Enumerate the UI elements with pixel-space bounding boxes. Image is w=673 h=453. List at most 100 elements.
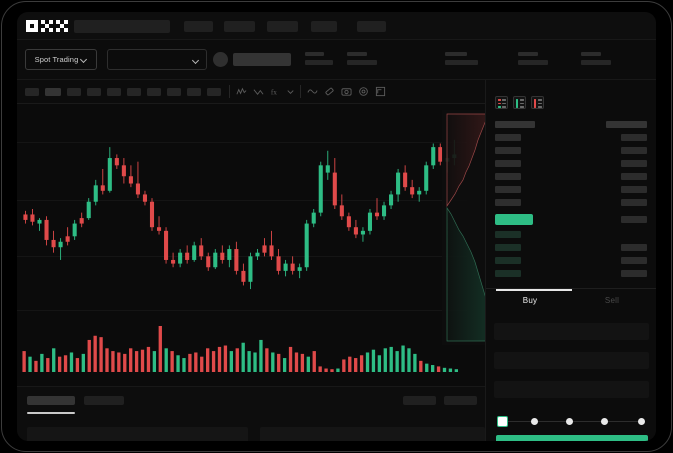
orderbook-bid-amount: [621, 270, 647, 277]
trading-pair-select[interactable]: [107, 49, 207, 70]
nav-item-2[interactable]: [224, 21, 255, 32]
candlestick-series: [23, 139, 457, 290]
timeframe-button-8[interactable]: [167, 88, 181, 96]
active-tab-underline: [496, 289, 572, 291]
orders-tab-2[interactable]: [84, 396, 124, 405]
timeframe-button-9[interactable]: [187, 88, 201, 96]
nav-item-1[interactable]: [184, 21, 213, 32]
ticker-stat-1: [305, 52, 333, 65]
fullscreen-icon[interactable]: [375, 86, 386, 97]
nav-item-5[interactable]: [357, 21, 386, 32]
coin-avatar: [213, 52, 228, 67]
last-price: [233, 53, 291, 66]
orderbook-bid-row[interactable]: [495, 257, 521, 264]
nav-item-4[interactable]: [311, 21, 337, 32]
chevron-down-icon: [193, 58, 199, 64]
timeframe-button-7[interactable]: [147, 88, 161, 96]
orderbook-ask-amount: [621, 199, 647, 206]
orderbook-header-amount: [606, 121, 647, 128]
orderbook-bid-row[interactable]: [495, 231, 521, 238]
orderbook-mode-asks[interactable]: [531, 96, 544, 109]
ticker-stat-label: [581, 52, 601, 56]
tab-buy[interactable]: Buy: [522, 296, 538, 305]
orderbook-spread-amount: [621, 216, 647, 223]
orderbook-bid-amount: [621, 257, 647, 264]
slider-handle[interactable]: [497, 416, 508, 427]
orderbook-ask-row[interactable]: [495, 134, 521, 141]
ticker-stat-value: [347, 60, 377, 65]
market-type-label: Spot Trading: [34, 55, 79, 64]
orderbook-mode-both[interactable]: [495, 96, 508, 109]
active-tab-underline: [27, 412, 75, 414]
ticker-stat-value: [518, 60, 548, 65]
timeframe-button-2[interactable]: [45, 88, 61, 96]
slider-step-5[interactable]: [638, 418, 645, 425]
eraser-icon[interactable]: [324, 86, 335, 97]
top-navigation-bar: [17, 12, 656, 40]
app-screen: Spot Trading: [17, 12, 656, 441]
orders-card-2[interactable]: [260, 427, 485, 441]
camera-icon[interactable]: [341, 86, 352, 97]
nav-search-box[interactable]: [74, 20, 170, 33]
orderbook-ask-row[interactable]: [495, 147, 521, 154]
slider-step-2[interactable]: [531, 418, 538, 425]
orders-card-1[interactable]: [27, 427, 248, 441]
svg-text:fx: fx: [271, 87, 277, 96]
orders-action-1[interactable]: [403, 396, 436, 405]
settings-icon[interactable]: [358, 86, 369, 97]
orderbook-ask-amount: [621, 134, 647, 141]
timeframe-button-10[interactable]: [207, 88, 221, 96]
timeframe-button-5[interactable]: [107, 88, 121, 96]
text-tool-icon[interactable]: fx: [269, 86, 280, 97]
volume-histogram: [22, 326, 458, 372]
amount-slider[interactable]: [496, 416, 648, 427]
slider-step-3[interactable]: [566, 418, 573, 425]
price-field[interactable]: [494, 323, 649, 340]
ticker-stat-value: [581, 60, 611, 65]
orderbook-bid-row[interactable]: [495, 244, 521, 251]
okx-logo[interactable]: [26, 20, 68, 32]
orderbook-ask-amount: [621, 147, 647, 154]
timeframe-button-3[interactable]: [67, 88, 81, 96]
wave-icon[interactable]: [307, 86, 318, 97]
orderbook-spread-row[interactable]: [495, 214, 533, 225]
buy-sell-tabs: Buy Sell: [486, 288, 656, 314]
orderbook-bid-row[interactable]: [495, 270, 521, 277]
nav-item-3[interactable]: [267, 21, 298, 32]
timeframe-button-4[interactable]: [87, 88, 101, 96]
price-chart-pane[interactable]: [17, 104, 467, 386]
amount-field[interactable]: [494, 352, 649, 369]
line-chart-icon[interactable]: [236, 86, 247, 97]
ticker-stat-label: [445, 52, 467, 56]
ticker-stat-2: [347, 52, 377, 65]
ticker-stat-label: [305, 52, 324, 56]
orderbook-ask-amount: [621, 186, 647, 193]
orders-action-2[interactable]: [444, 396, 477, 405]
orderbook-ask-amount: [621, 173, 647, 180]
orders-panel: [17, 386, 485, 441]
chart-gridlines: [17, 104, 467, 386]
tab-sell[interactable]: Sell: [604, 296, 620, 305]
orderbook-ask-row[interactable]: [495, 173, 521, 180]
orderbook-ask-row[interactable]: [495, 186, 521, 193]
submit-order-button[interactable]: [496, 435, 648, 441]
trend-line-icon[interactable]: [253, 86, 264, 97]
total-field[interactable]: [494, 381, 649, 398]
timeframe-button-6[interactable]: [127, 88, 141, 96]
chevron-down-icon[interactable]: [285, 86, 296, 97]
ticker-stat-label: [347, 52, 367, 56]
ticker-stat-4: [518, 52, 548, 65]
market-type-select[interactable]: Spot Trading: [25, 49, 97, 70]
slider-step-4[interactable]: [601, 418, 608, 425]
orderbook-ask-row[interactable]: [495, 199, 521, 206]
orders-tab-1[interactable]: [27, 396, 75, 405]
timeframe-button-1[interactable]: [25, 88, 39, 96]
toolbar-divider: [300, 85, 301, 98]
orderbook-ask-row[interactable]: [495, 160, 521, 167]
orderbook-header-price: [495, 121, 535, 128]
ticker-bar: Spot Trading: [17, 40, 656, 80]
orderbook-mode-bids[interactable]: [513, 96, 526, 109]
ticker-stat-value: [445, 60, 478, 65]
ticker-stat-value: [305, 60, 333, 65]
